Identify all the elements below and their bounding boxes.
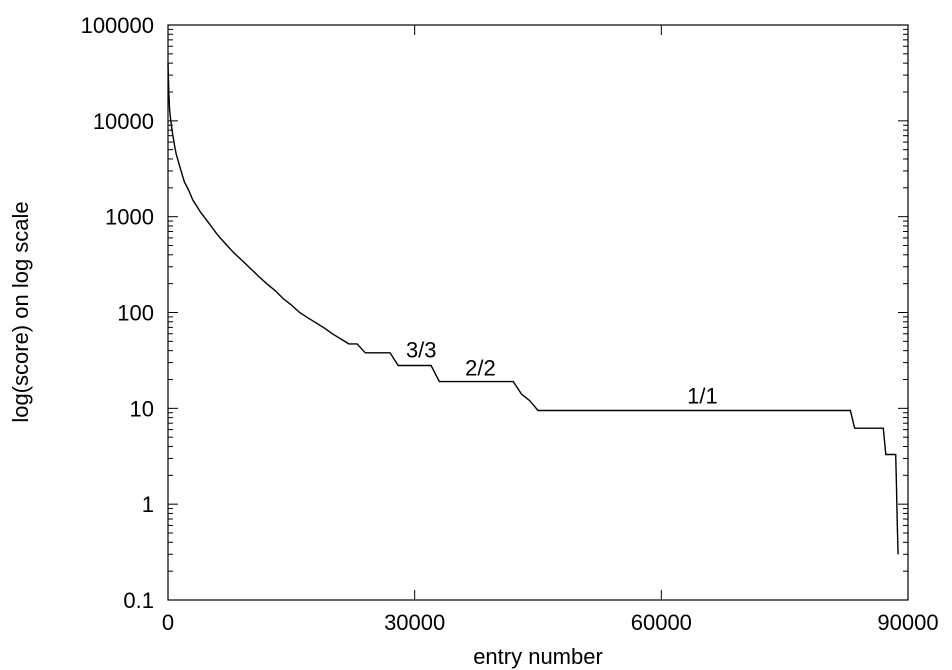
- y-tick-label: 10: [130, 396, 154, 421]
- y-tick-label: 0.1: [123, 588, 154, 613]
- tick-labels: 0 30000 60000 90000 0.1 1 10 100 1000 10000 100000: [81, 13, 939, 635]
- x-tick-label: 30000: [384, 610, 445, 635]
- y-tick-label: 1: [142, 492, 154, 517]
- y-tick-label: 100000: [81, 13, 154, 38]
- annotations: 3/3 2/2 1/1: [406, 337, 718, 408]
- step-annotation: 2/2: [465, 356, 496, 381]
- series-line: [167, 63, 899, 555]
- step-annotation: 3/3: [406, 337, 437, 362]
- y-tick-label: 100: [117, 301, 154, 326]
- axis-ticks: [167, 24, 909, 601]
- x-axis-label: entry number: [473, 644, 603, 669]
- x-tick-label: 0: [162, 610, 174, 635]
- y-axis-label: log(score) on log scale: [8, 201, 33, 422]
- y-tick-label: 10000: [93, 109, 154, 134]
- y-tick-label: 1000: [105, 205, 154, 230]
- plot-frame: [167, 24, 909, 601]
- x-tick-label: 60000: [631, 610, 692, 635]
- x-tick-label: 90000: [877, 610, 938, 635]
- step-annotation: 1/1: [687, 384, 718, 409]
